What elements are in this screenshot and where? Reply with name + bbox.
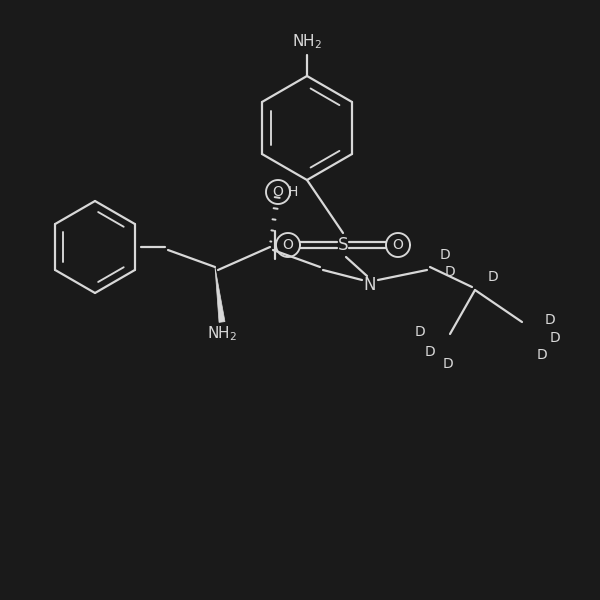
Text: N: N bbox=[364, 276, 376, 294]
Text: O: O bbox=[283, 238, 293, 252]
Text: NH$_2$: NH$_2$ bbox=[292, 32, 322, 52]
Text: D: D bbox=[425, 345, 436, 359]
Text: D: D bbox=[443, 357, 454, 371]
Text: D: D bbox=[536, 348, 547, 362]
Text: D: D bbox=[445, 265, 455, 279]
Text: S: S bbox=[338, 236, 348, 254]
Text: D: D bbox=[545, 313, 556, 327]
Text: D: D bbox=[550, 331, 560, 345]
Text: NH$_2$: NH$_2$ bbox=[207, 325, 237, 343]
Text: O: O bbox=[392, 238, 403, 252]
Text: D: D bbox=[440, 248, 451, 262]
Polygon shape bbox=[215, 267, 225, 322]
Text: D: D bbox=[415, 325, 425, 339]
Text: H: H bbox=[288, 185, 298, 199]
Text: O: O bbox=[272, 185, 283, 199]
Text: D: D bbox=[488, 270, 499, 284]
